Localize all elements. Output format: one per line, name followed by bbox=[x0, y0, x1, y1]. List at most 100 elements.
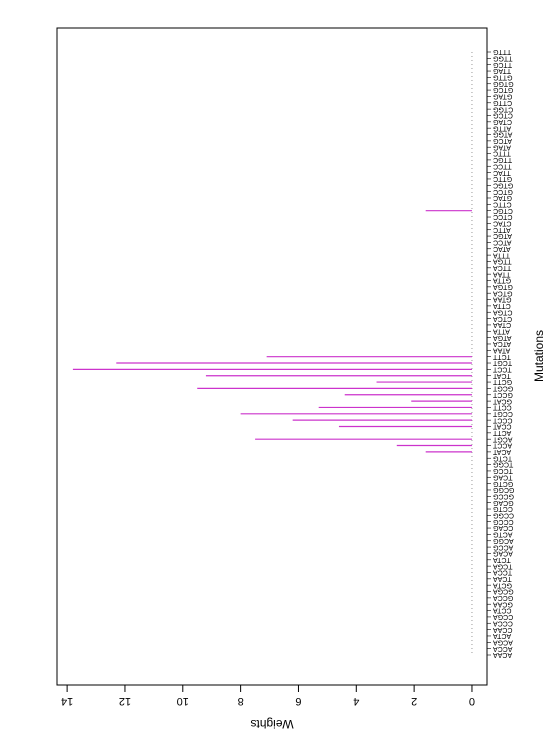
category-label: GCAG bbox=[493, 499, 514, 506]
category-label: GTGG bbox=[493, 80, 514, 87]
category-label: TTCC bbox=[493, 162, 512, 169]
category-label: TTTA bbox=[493, 251, 510, 258]
category-label: TCTT bbox=[492, 353, 511, 360]
category-label: ACTA bbox=[493, 632, 511, 639]
category-label: CCCG bbox=[493, 518, 514, 525]
category-label: GCAT bbox=[492, 397, 512, 404]
category-label: GCCG bbox=[493, 492, 514, 499]
value-axis-title: Weights bbox=[250, 717, 293, 731]
category-label: GTCA bbox=[493, 289, 513, 296]
category-label: TCGT bbox=[492, 359, 512, 366]
category-label: TTAG bbox=[493, 67, 511, 74]
category-label: ATAG bbox=[493, 143, 511, 150]
category-label: GCCT bbox=[492, 391, 513, 398]
category-axis-title: Mutations bbox=[532, 330, 546, 382]
category-label: ACCA bbox=[493, 645, 513, 652]
category-label: CTCG bbox=[493, 112, 513, 119]
category-label: GTAA bbox=[493, 296, 512, 303]
tick-label: 12 bbox=[119, 695, 131, 707]
category-label: GTGC bbox=[493, 181, 513, 188]
category-label: CTGC bbox=[493, 207, 513, 214]
category-label: ATGC bbox=[493, 232, 512, 239]
category-label: GTTC bbox=[493, 175, 512, 182]
category-label: TCCT bbox=[492, 366, 511, 373]
category-label: TTGA bbox=[493, 258, 512, 265]
category-label: CCCT bbox=[492, 416, 512, 423]
category-label: ACAA bbox=[493, 651, 512, 658]
category-label: CTAA bbox=[493, 321, 511, 328]
category-label: CCTG bbox=[493, 505, 513, 512]
category-label: TCTG bbox=[493, 454, 512, 461]
category-label: ATCA bbox=[493, 340, 511, 347]
category-label: ACCG bbox=[493, 543, 513, 550]
category-label: ACTT bbox=[492, 429, 511, 436]
category-label: GCGT bbox=[492, 385, 513, 392]
category-label: TTTG bbox=[493, 48, 511, 55]
category-label: ACGA bbox=[493, 638, 513, 645]
category-label: TCTA bbox=[493, 556, 511, 563]
category-label: CCGG bbox=[493, 512, 514, 519]
category-label: TTCG bbox=[493, 61, 512, 68]
category-label: TTAA bbox=[493, 270, 511, 277]
category-label: TTGG bbox=[493, 55, 512, 62]
category-label: ATGG bbox=[493, 131, 512, 138]
category-label: GTCG bbox=[493, 86, 513, 93]
category-label: CTTG bbox=[493, 99, 512, 106]
category-label: ATCG bbox=[493, 137, 512, 144]
category-label: GCTT bbox=[492, 378, 512, 385]
category-label: GTTA bbox=[493, 277, 511, 284]
category-label: CTAG bbox=[493, 118, 512, 125]
category-label: CCAT bbox=[492, 423, 511, 430]
category-label: GCTA bbox=[493, 581, 512, 588]
category-label: ATAC bbox=[493, 245, 511, 252]
category-label: GTAC bbox=[493, 194, 512, 201]
category-label: CCGA bbox=[493, 613, 514, 620]
category-label: GCTG bbox=[493, 480, 513, 487]
category-label: TCGG bbox=[493, 461, 513, 468]
tick-label: 8 bbox=[238, 695, 244, 707]
category-label: CTTC bbox=[493, 200, 512, 207]
category-label: ACAG bbox=[493, 550, 513, 557]
category-label: GTTG bbox=[493, 74, 512, 81]
category-label: ATCC bbox=[493, 239, 512, 246]
category-label: ACAT bbox=[492, 448, 511, 455]
category-label: TCAG bbox=[493, 473, 512, 480]
tick-label: 0 bbox=[469, 695, 475, 707]
category-label: TCGA bbox=[493, 562, 513, 569]
category-label: TCCG bbox=[493, 467, 513, 474]
category-label: CCTT bbox=[492, 404, 511, 411]
category-label: GCGA bbox=[493, 588, 514, 595]
category-label: CCGT bbox=[492, 410, 513, 417]
category-label: TCCA bbox=[493, 569, 512, 576]
category-label: CCCA bbox=[493, 619, 513, 626]
category-label: CTGG bbox=[493, 105, 513, 112]
category-label: GCAA bbox=[493, 600, 513, 607]
category-label: ACGT bbox=[492, 435, 512, 442]
category-label: ACGG bbox=[493, 537, 514, 544]
category-label: GTGA bbox=[493, 283, 513, 290]
category-label: ATAA bbox=[493, 346, 511, 353]
tick-label: 14 bbox=[61, 695, 73, 707]
tick-label: 2 bbox=[411, 695, 417, 707]
tick-label: 6 bbox=[295, 695, 301, 707]
category-label: ACTG bbox=[493, 531, 512, 538]
category-label: CCAA bbox=[493, 626, 513, 633]
category-label: CCAG bbox=[493, 524, 513, 531]
category-label: ACCT bbox=[492, 442, 512, 449]
category-label: TTGC bbox=[493, 156, 512, 163]
category-label: GTAG bbox=[493, 93, 512, 100]
category-label: TCAT bbox=[492, 372, 510, 379]
category-label: TCAA bbox=[493, 575, 512, 582]
category-label: CTAC bbox=[493, 220, 512, 227]
category-label: GCCA bbox=[493, 594, 514, 601]
category-label: ATTG bbox=[493, 124, 511, 131]
category-label: GCGG bbox=[493, 486, 514, 493]
category-label: ATGA bbox=[493, 334, 512, 341]
category-label: ATTA bbox=[493, 327, 510, 334]
category-label: CCTA bbox=[493, 607, 512, 614]
category-label: CTGA bbox=[493, 308, 513, 315]
category-label: CTCA bbox=[493, 315, 512, 322]
category-label: TTAC bbox=[493, 169, 511, 176]
category-label: TTCA bbox=[493, 264, 512, 271]
